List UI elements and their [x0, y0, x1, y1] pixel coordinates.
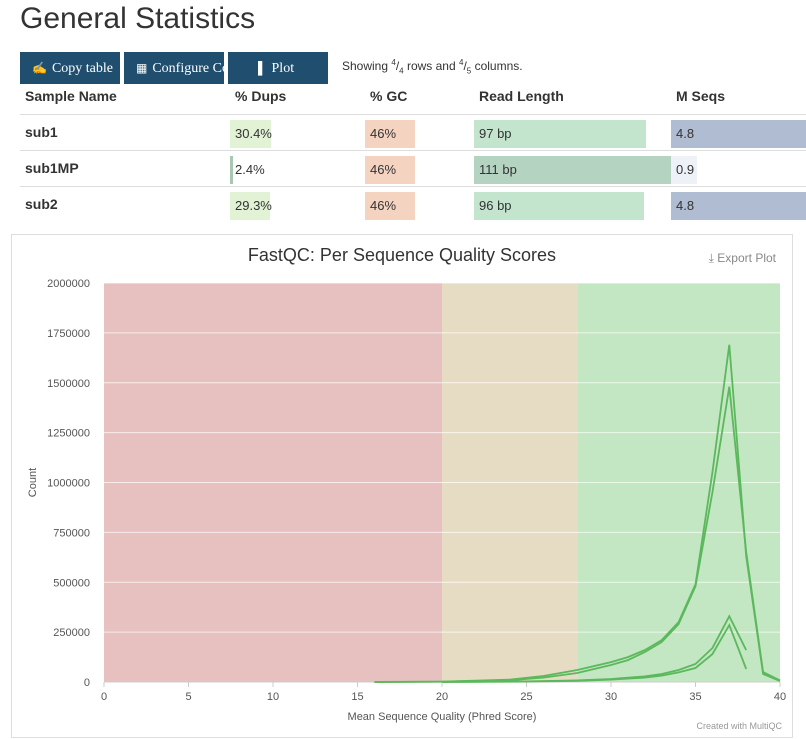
y-tick-label: 250000	[53, 627, 90, 639]
chart-title: FastQC: Per Sequence Quality Scores	[247, 245, 557, 265]
column-header-sample-name[interactable]: Sample Name	[25, 88, 117, 104]
copy-table-label: Copy table	[51, 61, 113, 76]
sample-name-cell: sub1MP	[25, 160, 79, 176]
series-line-0	[374, 344, 781, 683]
table-row: sub1 30.4% 46% 97 bp 4.8	[20, 114, 806, 150]
y-tick-label: 1000000	[47, 478, 90, 490]
x-tick-label: 40	[774, 691, 786, 703]
plot-label: Plot	[271, 61, 295, 76]
series-line-3	[441, 623, 748, 683]
export-plot-label: Export Plot	[717, 251, 776, 265]
read-length-cell: 97 bp	[474, 120, 646, 148]
y-tick-label: 2000000	[47, 278, 90, 290]
x-tick-label: 5	[185, 691, 191, 703]
x-tick-label: 0	[101, 691, 107, 703]
y-tick-label: 0	[84, 677, 90, 689]
y-tick-label: 1750000	[47, 328, 90, 340]
gc-cell: 46%	[365, 156, 415, 184]
column-header-gc[interactable]: % GC	[370, 88, 408, 104]
cols-total: 5	[466, 66, 472, 76]
y-tick-label: 750000	[53, 527, 90, 539]
x-tick-label: 15	[351, 691, 363, 703]
sample-name-cell: sub1	[25, 124, 58, 140]
rows-total: 4	[399, 66, 404, 76]
mseqs-cell: 4.8	[671, 120, 806, 148]
column-header-dups[interactable]: % Dups	[235, 88, 287, 104]
x-axis-label: Mean Sequence Quality (Phred Score)	[348, 711, 537, 723]
configure-columns-label: Configure Columns	[152, 61, 224, 76]
mseqs-cell: 4.8	[671, 192, 806, 220]
column-header-read-length[interactable]: Read Length	[479, 88, 564, 104]
y-tick-label: 1500000	[47, 378, 90, 390]
table-row: sub1MP 2.4% 46% 111 bp 0.9	[20, 150, 806, 186]
x-tick-label: 10	[267, 691, 279, 703]
x-tick-label: 20	[436, 691, 448, 703]
copy-icon: ✍	[32, 61, 47, 75]
showing-info: Showing 4/4 rows and 4/5 columns.	[342, 58, 523, 76]
y-tick-label: 1250000	[47, 428, 90, 440]
copy-table-button[interactable]: ✍ Copy table	[20, 52, 120, 84]
download-icon: ⤓	[708, 251, 714, 265]
plot-button[interactable]: ▌ Plot	[228, 52, 328, 84]
sample-name-cell: sub2	[25, 196, 58, 212]
configure-columns-button[interactable]: ▦ Configure Columns	[124, 52, 224, 84]
plot-panel: FastQC: Per Sequence Quality Scores ⤓ Ex…	[11, 234, 793, 738]
table-row: sub2 29.3% 46% 96 bp 4.8	[20, 186, 806, 222]
page-title: General Statistics	[20, 2, 256, 35]
bar-chart-icon: ▌	[258, 61, 267, 75]
series-line-1	[374, 386, 781, 683]
column-header-mseqs[interactable]: M Seqs	[676, 88, 726, 104]
read-length-cell: 111 bp	[474, 156, 671, 184]
showing-mid: rows and	[403, 59, 459, 73]
export-plot-button[interactable]: ⤓ Export Plot	[709, 251, 776, 266]
x-tick-label: 35	[689, 691, 701, 703]
dups-cell: 30.4%	[230, 120, 272, 148]
cols-shown: 4	[458, 58, 464, 67]
y-axis-label: Count	[27, 468, 39, 497]
mseqs-cell: 0.9	[671, 156, 697, 184]
x-tick-label: 25	[520, 691, 532, 703]
gc-cell: 46%	[365, 120, 415, 148]
showing-suffix: columns.	[471, 59, 523, 73]
multiqc-credit: Created with MultiQC	[696, 721, 782, 731]
grid-icon: ▦	[136, 61, 148, 75]
x-tick-label: 30	[605, 691, 617, 703]
dups-cell: 2.4%	[230, 156, 290, 184]
showing-prefix: Showing	[342, 59, 392, 73]
quality-scores-chart: 0 250000 500000 750000 1000000 1250000 1500000…	[27, 278, 786, 723]
dups-cell: 29.3%	[230, 192, 272, 220]
gc-cell: 46%	[365, 192, 415, 220]
rows-shown: 4	[391, 58, 396, 67]
read-length-cell: 96 bp	[474, 192, 644, 220]
y-tick-label: 500000	[53, 577, 90, 589]
